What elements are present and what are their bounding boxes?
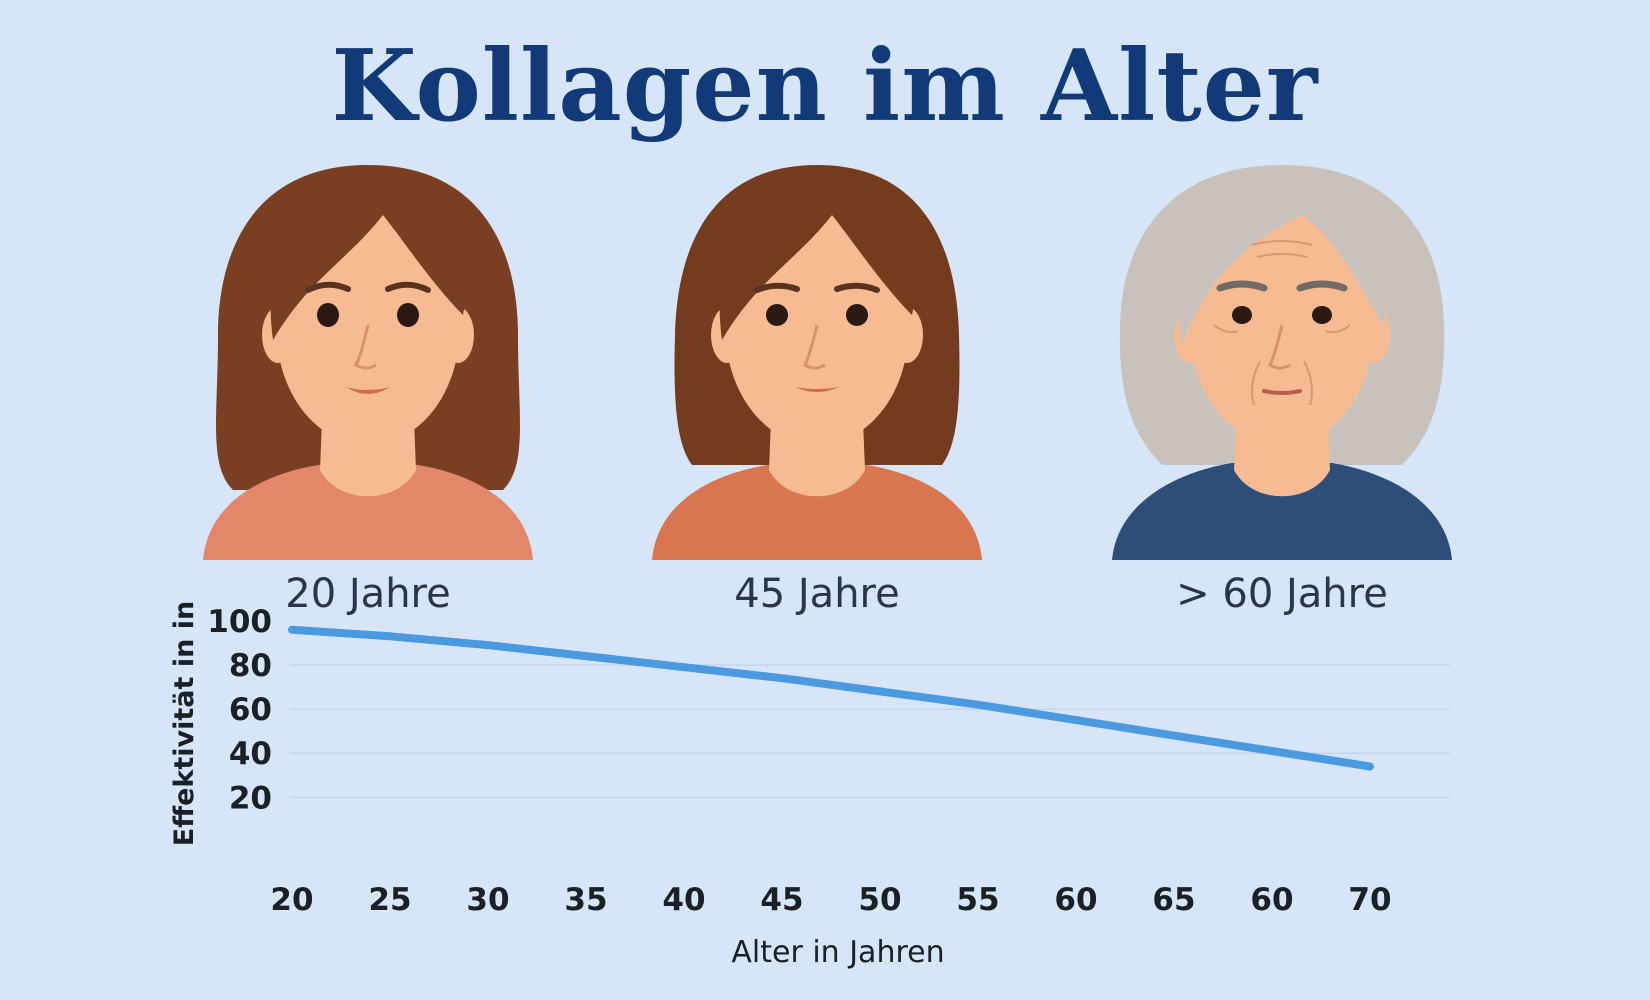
x-tick-label: 20 bbox=[270, 882, 313, 918]
shirt bbox=[203, 465, 533, 560]
portrait-20-jahre bbox=[188, 165, 548, 565]
y-axis-title: Effektivität in in% bbox=[169, 600, 200, 846]
x-tick-label: 25 bbox=[368, 882, 411, 918]
x-tick-label: 35 bbox=[564, 882, 607, 918]
collagen-effectiveness-line bbox=[288, 625, 1374, 771]
x-tick-label: 40 bbox=[662, 882, 705, 918]
page-title: Kollagen im Alter bbox=[331, 29, 1319, 144]
age-label-45: 45 Jahre bbox=[734, 571, 900, 617]
x-tick-labels: 20 25 30 35 40 45 50 55 60 65 60 70 bbox=[270, 882, 1391, 918]
portrait-60-plus-jahre bbox=[1102, 165, 1462, 565]
eyebrow-left bbox=[754, 282, 800, 293]
eye-right bbox=[397, 303, 419, 327]
y-tick-label: 60 bbox=[229, 692, 272, 728]
age-label-20: 20 Jahre bbox=[285, 571, 451, 617]
eye-left bbox=[766, 304, 788, 326]
x-tick-label: 65 bbox=[1152, 882, 1195, 918]
eye-left bbox=[1232, 306, 1252, 324]
x-tick-label: 30 bbox=[466, 882, 509, 918]
hair-fringe bbox=[270, 176, 467, 340]
mouth bbox=[795, 387, 839, 392]
nose bbox=[1268, 324, 1291, 370]
eye-left bbox=[317, 303, 339, 327]
hair-fringe bbox=[719, 176, 916, 340]
eyebrow-right bbox=[834, 282, 880, 293]
x-tick-label: 70 bbox=[1348, 882, 1391, 918]
eye-right bbox=[846, 304, 868, 326]
eye-right bbox=[1312, 306, 1332, 324]
y-tick-label: 40 bbox=[229, 736, 272, 772]
nose bbox=[354, 324, 377, 370]
shirt bbox=[1112, 463, 1452, 560]
y-tick-label: 20 bbox=[229, 780, 272, 816]
x-tick-label: 50 bbox=[858, 882, 901, 918]
x-tick-label: 60 bbox=[1054, 882, 1097, 918]
y-tick-labels: 100 80 60 40 20 bbox=[207, 604, 272, 817]
mouth bbox=[1262, 389, 1302, 395]
x-tick-label: 60 bbox=[1250, 882, 1293, 918]
eyebrow-right bbox=[1296, 280, 1348, 292]
age-label-60-plus: > 60 Jahre bbox=[1176, 571, 1388, 617]
nasolabial-folds bbox=[1251, 360, 1313, 406]
shirt bbox=[652, 465, 982, 560]
gridlines bbox=[290, 664, 1450, 799]
y-tick-label: 100 bbox=[207, 604, 272, 640]
x-axis-title: Alter in Jahren bbox=[731, 935, 944, 970]
nose bbox=[803, 324, 826, 370]
eyebrow-left bbox=[1216, 280, 1268, 292]
collagen-line-chart: 100 80 60 40 20 20 25 30 35 40 45 50 55 60 65 60 70 Alt… bbox=[169, 600, 1450, 970]
mouth bbox=[346, 387, 390, 394]
eye-wrinkles bbox=[1213, 324, 1351, 334]
portrait-45-jahre bbox=[637, 165, 997, 565]
x-tick-label: 45 bbox=[760, 882, 803, 918]
y-tick-label: 80 bbox=[229, 648, 272, 684]
eyebrow-right bbox=[385, 281, 431, 293]
x-tick-label: 55 bbox=[956, 882, 999, 918]
forehead-wrinkle bbox=[1251, 240, 1313, 258]
hair-fringe bbox=[1178, 178, 1388, 345]
eyebrow-left bbox=[305, 281, 351, 293]
